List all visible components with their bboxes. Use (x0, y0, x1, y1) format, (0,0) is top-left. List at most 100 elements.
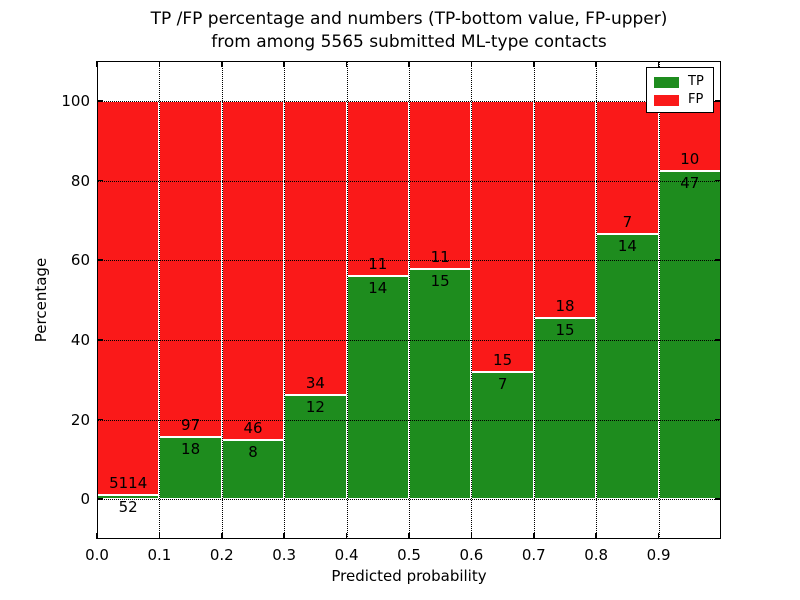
bar-segment-tp (409, 269, 472, 500)
legend-entry: TP (654, 73, 706, 91)
bar-label-tp: 47 (680, 173, 700, 192)
y-tick-label: 80 (70, 171, 90, 190)
gridline-vertical (409, 61, 410, 539)
y-tick-right (715, 498, 721, 500)
x-tick-top (595, 61, 597, 67)
bar-label-fp: 97 (181, 415, 201, 434)
y-tick-right (715, 339, 721, 341)
bar-label-fp: 10 (680, 149, 700, 168)
bar-label-tp: 15 (430, 272, 450, 291)
legend: TP FP (646, 67, 714, 113)
x-tick-bottom (345, 533, 348, 539)
bar-segment-tp (533, 318, 597, 500)
bar-label-fp: 5114 (109, 474, 148, 493)
gridline-vertical (596, 61, 598, 539)
y-tick-left (97, 179, 103, 182)
x-tick-top (221, 61, 223, 67)
bar-segment-tp (159, 436, 222, 500)
x-tick-top (657, 61, 660, 67)
x-tick-top (470, 61, 473, 67)
gridline-vertical (159, 61, 161, 539)
gridline-vertical (346, 61, 348, 539)
bar-label-tp: 15 (555, 321, 575, 340)
bar-label-tp: 7 (497, 375, 508, 394)
x-tick-bottom (657, 533, 660, 539)
bar-segment-fp (159, 100, 222, 437)
bar-segment-fp (409, 100, 472, 270)
x-tick-label: 0.1 (147, 546, 172, 564)
x-tick-bottom (408, 533, 410, 539)
x-tick-bottom (595, 533, 597, 539)
x-tick-bottom (283, 533, 285, 539)
x-tick-top (283, 61, 285, 67)
x-tick-top (345, 61, 348, 67)
chart-title-line2: from among 5565 submitted ML-type contac… (211, 32, 607, 52)
legend-label-tp: TP (688, 74, 704, 89)
x-tick-label: 0.0 (85, 546, 109, 564)
bar-segment-fp (346, 100, 409, 277)
bar-label-tp: 52 (118, 498, 138, 517)
bar-label-fp: 11 (430, 248, 450, 267)
y-tick-label: 60 (70, 251, 90, 270)
y-tick-left (97, 498, 103, 500)
x-tick-bottom (533, 533, 535, 539)
x-tick-bottom (221, 533, 223, 539)
bar-segment-fp (471, 100, 534, 373)
x-tick-label: 0.5 (397, 546, 421, 564)
bar-segment-fp (221, 100, 285, 441)
x-tick-bottom (470, 533, 473, 539)
gridline-vertical (658, 61, 660, 539)
bar-segment-fp (284, 100, 347, 396)
x-tick-bottom (158, 533, 161, 539)
y-tick-right (715, 259, 721, 261)
y-tick-right (715, 418, 721, 421)
x-tick-label: 0.7 (521, 546, 546, 564)
bar-label-fp: 46 (243, 419, 263, 438)
gridline-vertical (284, 61, 286, 539)
bar-label-fp: 34 (305, 374, 325, 393)
x-tick-label: 0.9 (646, 546, 671, 564)
gridline-vertical (533, 61, 535, 539)
y-tick-label: 40 (70, 330, 90, 349)
legend-swatch-fp (654, 94, 679, 106)
bar-segment-tp (346, 276, 409, 500)
y-tick-left (97, 100, 103, 102)
x-tick-bottom (96, 533, 98, 539)
bar-segment-tp (658, 170, 721, 500)
legend-label-fp: FP (688, 92, 704, 107)
bar-label-tp: 14 (617, 236, 637, 255)
x-tick-top (96, 61, 98, 67)
y-tick-left (97, 259, 103, 261)
bar-segment-tp (284, 395, 347, 500)
bar-label-tp: 18 (181, 439, 201, 458)
y-tick-left (97, 339, 103, 341)
gridline-vertical (471, 61, 473, 539)
bar-label-fp: 18 (555, 297, 575, 316)
x-tick-label: 0.8 (584, 546, 609, 564)
bar-label-tp: 14 (368, 279, 388, 298)
y-tick-label: 0 (80, 490, 90, 509)
plot-area: 5114 52 97 18 46 8 34 12 11 14 11 15 15 7 18 15 7 14 10 47 (96, 61, 721, 539)
chart-title: TP /FP percentage and numbers (TP-bottom… (97, 8, 721, 54)
gridline-vertical (221, 61, 223, 539)
x-axis-label: Predicted probability (331, 567, 487, 585)
legend-swatch-tp (654, 76, 679, 88)
y-tick-right (715, 179, 721, 182)
y-tick-right (715, 100, 721, 102)
y-tick-left (97, 418, 103, 421)
bar-label-fp: 15 (493, 351, 513, 370)
y-tick-label: 100 (61, 91, 90, 110)
bar-label-tp: 12 (305, 398, 325, 417)
x-tick-top (408, 61, 410, 67)
bar-segment-fp (533, 100, 597, 319)
y-tick-label: 20 (70, 410, 90, 429)
x-tick-top (533, 61, 535, 67)
bar-label-fp: 11 (368, 255, 388, 274)
chart-title-line1: TP /FP percentage and numbers (TP-bottom… (150, 9, 668, 29)
bar-label-fp: 7 (622, 212, 633, 231)
bar-segment-tp (596, 233, 659, 500)
x-tick-label: 0.4 (334, 546, 359, 564)
legend-entry: FP (654, 91, 706, 109)
x-tick-label: 0.2 (209, 546, 234, 564)
